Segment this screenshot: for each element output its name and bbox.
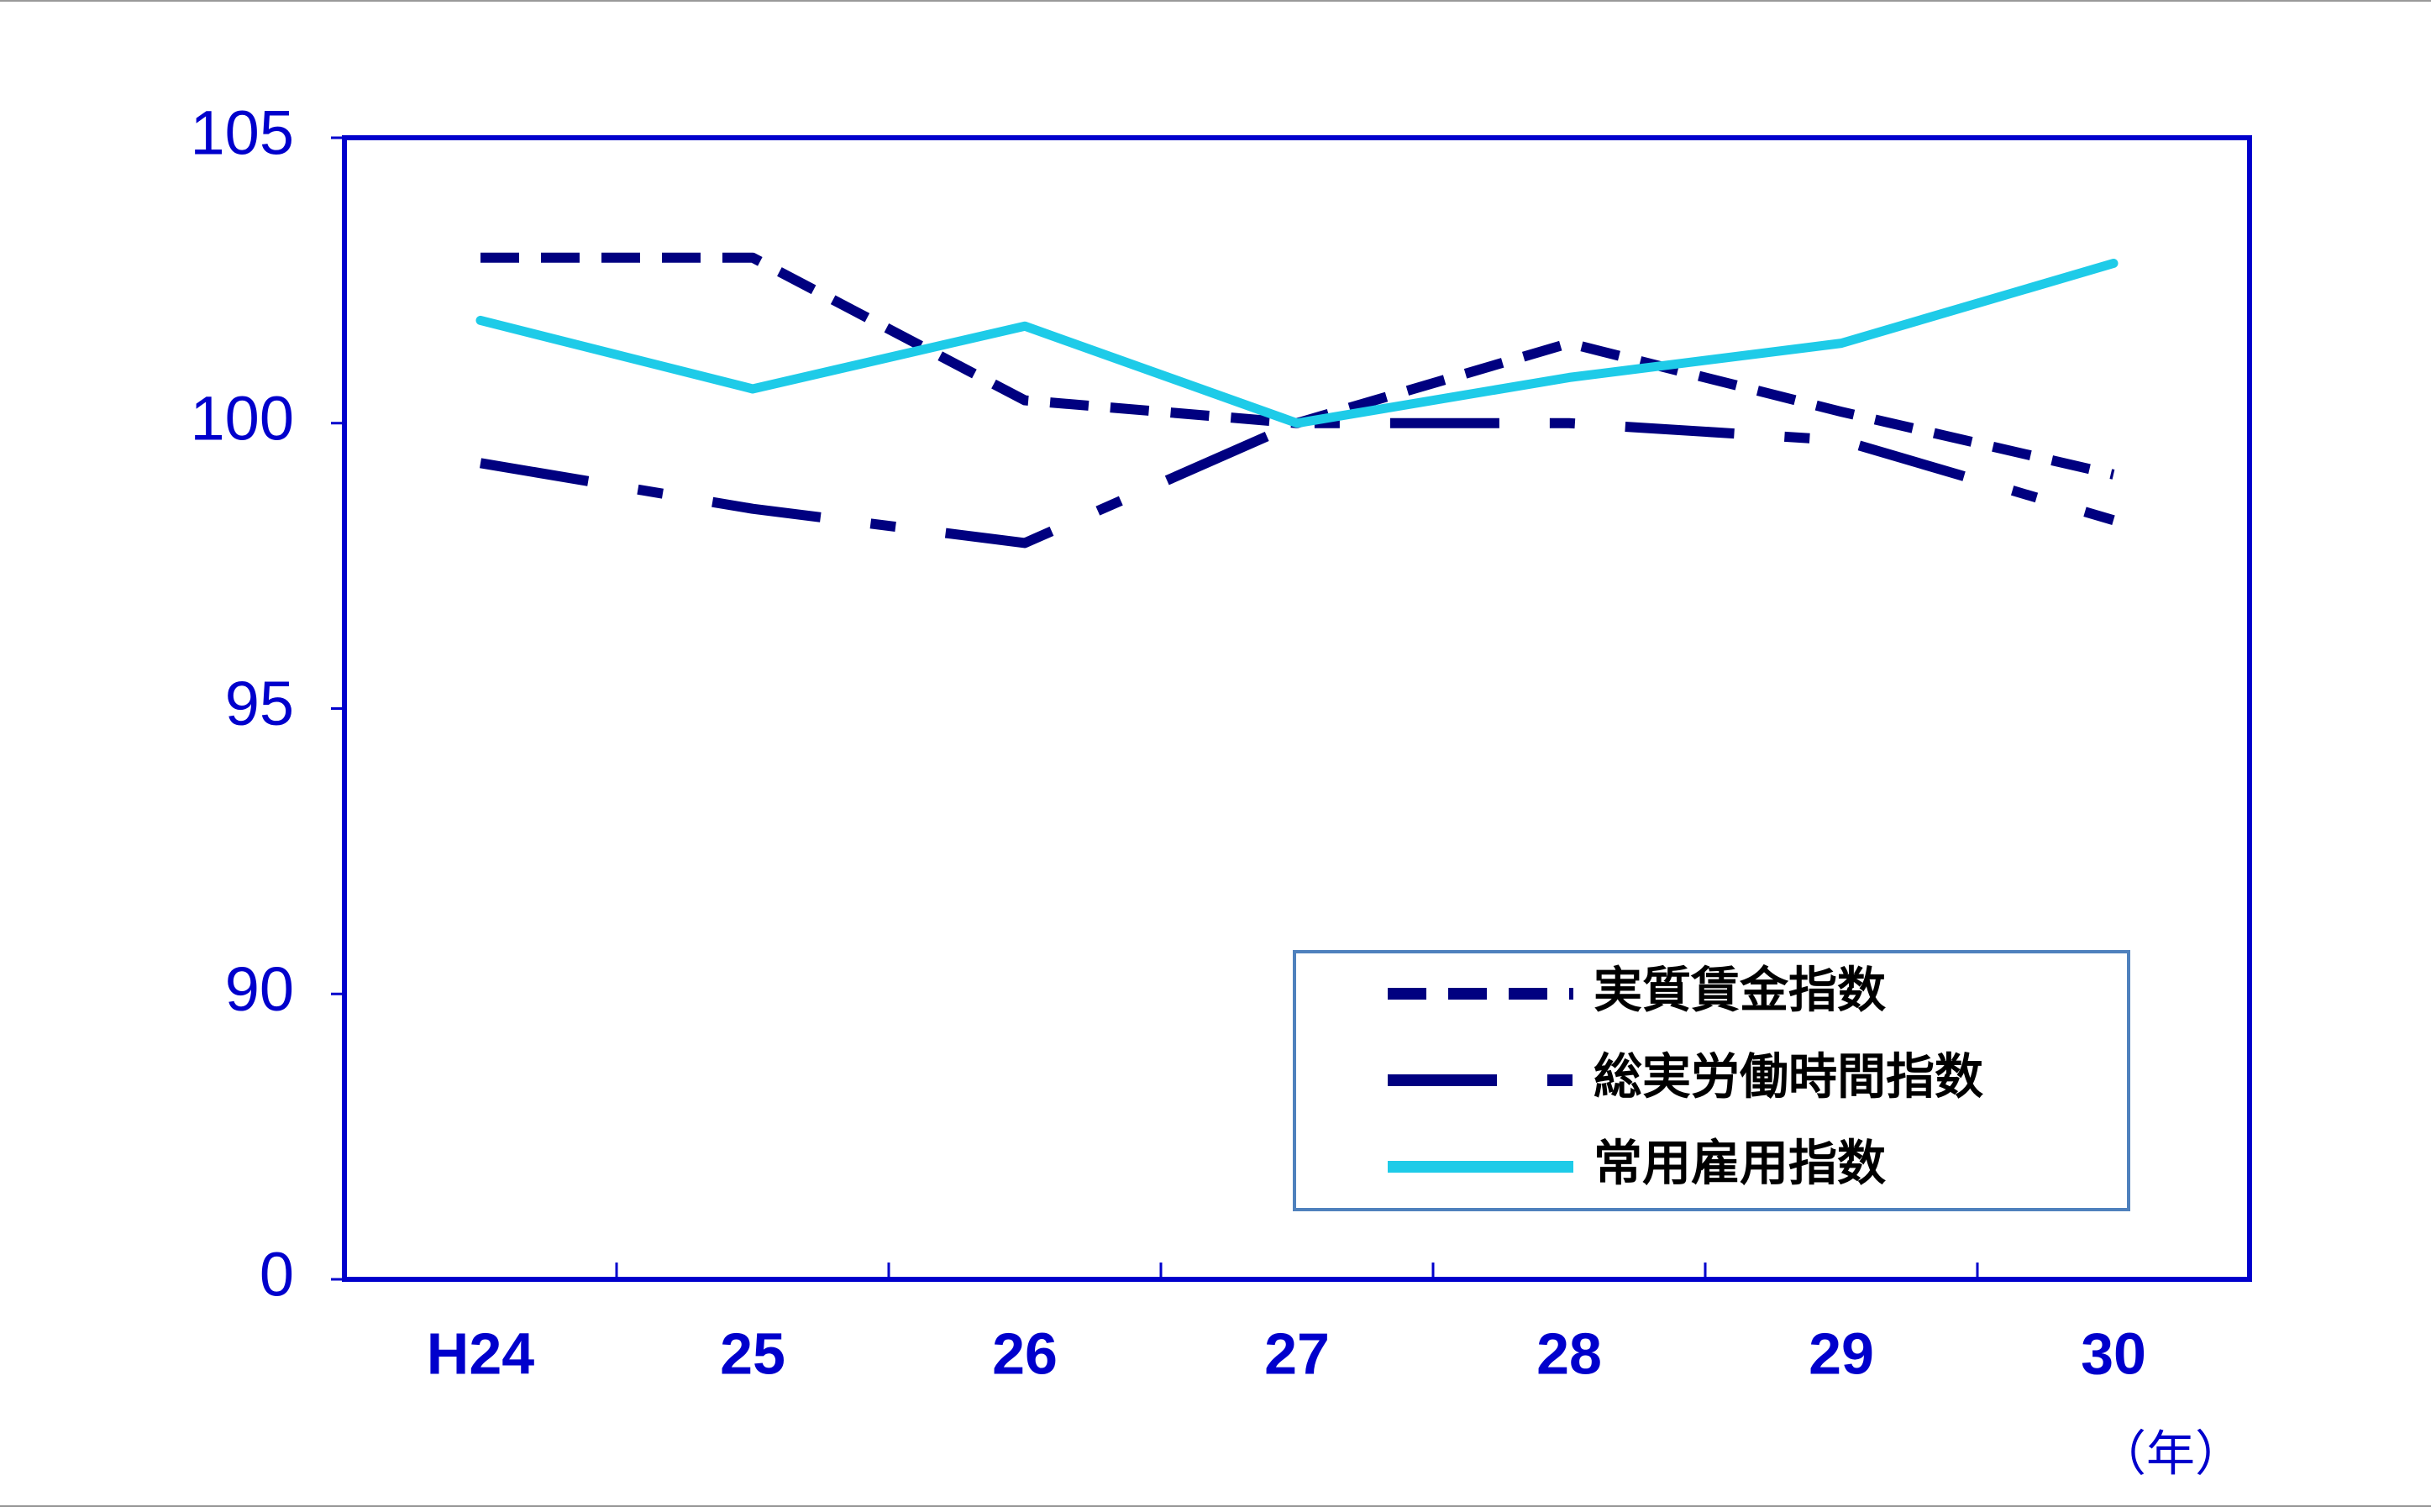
y-tick-label: 100 bbox=[191, 383, 294, 453]
y-tick-label: 95 bbox=[225, 669, 294, 738]
x-tick-label: H24 bbox=[427, 1320, 534, 1386]
unit-label: （年） bbox=[2098, 1426, 2244, 1481]
x-tick-label: 25 bbox=[720, 1320, 785, 1386]
x-tick-label: 29 bbox=[1809, 1320, 1874, 1386]
legend-label: 常用雇用指数 bbox=[1594, 1136, 1886, 1190]
x-tick-label: 27 bbox=[1264, 1320, 1330, 1386]
series-line bbox=[480, 252, 2115, 480]
x-tick-label: 30 bbox=[2081, 1320, 2146, 1386]
legend-label: 実質賃金指数 bbox=[1594, 963, 1886, 1017]
series-line bbox=[480, 417, 2115, 549]
x-tick-label: 28 bbox=[1536, 1320, 1602, 1386]
legend-label: 総実労働時間指数 bbox=[1594, 1049, 1983, 1104]
y-tick-label: 0 bbox=[260, 1240, 294, 1310]
y-tick-label: 105 bbox=[191, 98, 294, 168]
y-tick-label: 90 bbox=[225, 954, 294, 1024]
series-line bbox=[475, 258, 2119, 428]
x-tick-label: 26 bbox=[992, 1320, 1058, 1386]
